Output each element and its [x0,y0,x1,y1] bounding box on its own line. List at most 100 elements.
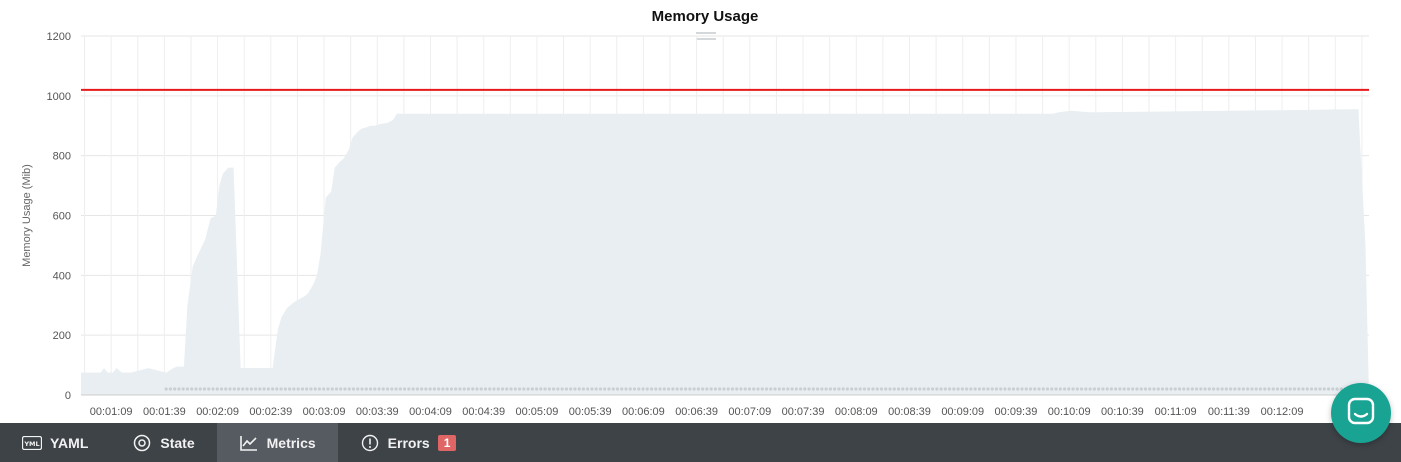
baseline-dot [828,387,832,391]
baseline-dot [283,387,287,391]
bottom-tab-bar: YML YAML State Metrics Errors 1 [0,423,1401,462]
baseline-dot [428,387,432,391]
baseline-dot [530,387,534,391]
tab-errors[interactable]: Errors 1 [338,423,479,462]
y-tick-label: 200 [53,330,71,342]
baseline-dot [249,387,253,391]
baseline-dot [458,387,462,391]
baseline-dot [692,387,696,391]
baseline-dot [611,387,615,391]
baseline-dot [658,387,662,391]
baseline-dot [351,387,356,391]
baseline-dot [475,387,479,391]
baseline-dot [1114,387,1118,391]
x-tick-label: 00:10:09 [1048,406,1091,418]
baseline-dot [798,387,803,391]
baseline-dot [432,387,437,391]
baseline-dot [1092,387,1096,391]
baseline-dot [1224,387,1228,391]
tab-state[interactable]: State [110,423,216,462]
baseline-dot [1041,387,1045,391]
baseline-dot [1194,387,1199,391]
baseline-dot [500,387,505,391]
baseline-dot [219,387,224,391]
baseline-dot [1271,387,1275,391]
baseline-dot [884,387,888,391]
baseline-dot [492,387,496,391]
baseline-dot [424,387,428,391]
baseline-dot [402,387,407,391]
x-tick-label: 00:11:39 [1208,406,1250,418]
baseline-dot [586,387,590,391]
baseline-dot [913,387,918,391]
baseline-dot [632,387,637,391]
baseline-dot [590,387,594,391]
baseline-dot [526,387,530,391]
baseline-dot [539,387,543,391]
chart-line-icon [239,433,259,453]
tab-metrics[interactable]: Metrics [216,423,338,462]
baseline-dot [479,387,483,391]
baseline-dot [620,387,624,391]
x-tick-label: 00:06:39 [675,406,718,418]
baseline-dot [360,387,364,391]
baseline-dot [1007,387,1011,391]
baseline-dot [1203,387,1207,391]
baseline-dot [688,387,692,391]
baseline-dot [534,387,539,391]
baseline-dot [1322,387,1326,391]
baseline-dot [1318,387,1322,391]
baseline-dot [271,387,275,391]
baseline-dot [982,387,986,391]
baseline-dot [552,387,556,391]
baseline-dot [347,387,351,391]
x-tick-label: 00:03:09 [303,406,346,418]
baseline-dot [781,387,786,391]
baseline-dot [564,387,568,391]
svg-text:YML: YML [23,440,39,448]
y-tick-label: 1000 [47,91,71,103]
baseline-dot [394,387,398,391]
baseline-dot [726,387,730,391]
baseline-dot [1211,387,1216,391]
baseline-dot [1190,387,1194,391]
baseline-dot [462,387,466,391]
baseline-dot [466,387,471,391]
x-tick-label: 00:01:39 [143,406,186,418]
baseline-dot [569,387,573,391]
baseline-dot [769,387,773,391]
baseline-dot [675,387,679,391]
tab-metrics-label: Metrics [266,434,316,451]
baseline-dot [1126,387,1131,391]
baseline-dot [994,387,999,391]
baseline-dot [1263,387,1267,391]
baseline-dot [684,387,688,391]
chat-launcher-button[interactable] [1331,383,1391,443]
baseline-dot [871,387,875,391]
baseline-dot [1182,387,1186,391]
baseline-dot [581,387,586,391]
baseline-dot [437,387,441,391]
baseline-dot [705,387,709,391]
baseline-dot [1258,387,1263,391]
chart-title: Memory Usage [652,8,759,25]
baseline-dot [1088,387,1092,391]
baseline-dot [513,387,517,391]
tab-yaml[interactable]: YML YAML [0,423,110,462]
baseline-dot [471,387,475,391]
baseline-dot [1199,387,1203,391]
x-tick-label: 00:01:09 [90,406,133,418]
baseline-dot [922,387,926,391]
baseline-dot [803,387,807,391]
baseline-dot [1101,387,1105,391]
baseline-dot [730,387,735,391]
baseline-dot [965,387,969,391]
baseline-dot [488,387,492,391]
x-tick-label: 00:04:39 [462,406,505,418]
baseline-dot [1177,387,1182,391]
baseline-dot [598,387,603,391]
baseline-dot [628,387,632,391]
baseline-dot [522,387,526,391]
baseline-dot [637,387,641,391]
baseline-dot [764,387,769,391]
